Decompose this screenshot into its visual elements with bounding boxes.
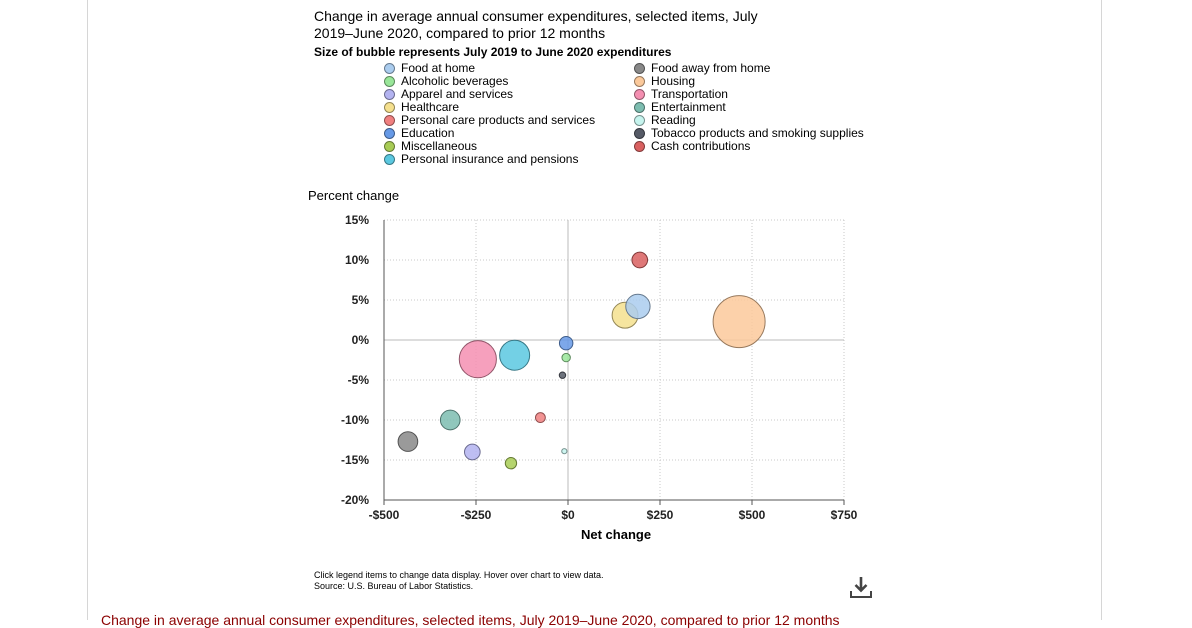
x-tick-label: $750 xyxy=(831,508,858,522)
legend-label: Education xyxy=(401,126,455,140)
legend-swatch xyxy=(384,128,395,139)
legend-swatch xyxy=(634,102,645,113)
x-tick-label: $250 xyxy=(647,508,674,522)
legend-swatch xyxy=(384,102,395,113)
bubble-personal-care-products-and-services[interactable] xyxy=(534,412,546,424)
x-tick-label: -$500 xyxy=(369,508,400,522)
legend-swatch xyxy=(634,76,645,87)
legend-label: Miscellaneous xyxy=(401,139,478,153)
legend-item-tobacco-products-and-smoking-supplies[interactable]: Tobacco products and smoking supplies xyxy=(634,127,864,140)
bubble-housing[interactable] xyxy=(712,295,766,349)
bubble-personal-insurance-and-pensions[interactable] xyxy=(499,339,531,371)
legend-item-apparel-and-services[interactable]: Apparel and services xyxy=(384,88,595,101)
legend-swatch xyxy=(384,154,395,165)
bubble-apparel-and-services[interactable] xyxy=(463,443,481,461)
legend-swatch xyxy=(384,63,395,74)
legend-label: Entertainment xyxy=(651,100,726,114)
legend-item-entertainment[interactable]: Entertainment xyxy=(634,101,864,114)
legend-item-healthcare[interactable]: Healthcare xyxy=(384,101,595,114)
legend-item-reading[interactable]: Reading xyxy=(634,114,864,127)
legend-swatch xyxy=(384,89,395,100)
legend-swatch xyxy=(634,115,645,126)
instruction-note: Click legend items to change data displa… xyxy=(314,570,604,580)
legend-swatch xyxy=(634,128,645,139)
chart-notes: Click legend items to change data displa… xyxy=(314,570,603,592)
frame-border-left xyxy=(87,0,88,620)
x-tick-label: -$250 xyxy=(461,508,492,522)
legend-label: Tobacco products and smoking supplies xyxy=(651,126,864,140)
legend-item-food-at-home[interactable]: Food at home xyxy=(384,62,595,75)
legend-swatch xyxy=(384,115,395,126)
x-tick-label: $0 xyxy=(561,508,575,522)
bubble-miscellaneous[interactable] xyxy=(504,457,518,470)
y-tick-label: 10% xyxy=(345,253,369,267)
legend-label: Apparel and services xyxy=(401,87,514,101)
legend-item-alcoholic-beverages[interactable]: Alcoholic beverages xyxy=(384,75,595,88)
y-tick-label: 0% xyxy=(352,333,370,347)
legend-right-column: Food away from home Housing Transportation… xyxy=(634,62,864,153)
y-tick-label: -10% xyxy=(341,413,369,427)
legend-item-miscellaneous[interactable]: Miscellaneous xyxy=(384,140,595,153)
legend-label: Reading xyxy=(651,113,696,127)
bubble-reading[interactable] xyxy=(561,448,568,455)
bubble-food-away-from-home[interactable] xyxy=(397,431,419,452)
legend-swatch xyxy=(384,141,395,152)
legend-label: Food away from home xyxy=(651,61,771,75)
x-tick-label: $500 xyxy=(739,508,766,522)
chart-subtitle: Size of bubble represents July 2019 to J… xyxy=(314,45,672,59)
bubble-healthcare[interactable] xyxy=(611,301,639,329)
legend-item-cash-contributions[interactable]: Cash contributions xyxy=(634,140,864,153)
y-axis-title: Percent change xyxy=(308,188,400,203)
x-axis-title: Net change xyxy=(581,527,652,542)
bubble-tobacco-products-and-smoking-supplies[interactable] xyxy=(558,371,567,379)
bubble-alcoholic-beverages[interactable] xyxy=(561,352,571,363)
legend-swatch xyxy=(634,89,645,100)
y-tick-label: -15% xyxy=(341,453,369,467)
bubble-education[interactable] xyxy=(558,335,574,351)
legend-item-housing[interactable]: Housing xyxy=(634,75,864,88)
bubble-transportation[interactable] xyxy=(458,340,497,379)
legend-label: Personal insurance and pensions xyxy=(401,152,579,166)
y-tick-label: 15% xyxy=(345,213,369,227)
y-tick-label: -5% xyxy=(348,373,370,387)
legend-item-personal-insurance-and-pensions[interactable]: Personal insurance and pensions xyxy=(384,153,595,166)
legend-left-column: Food at home Alcoholic beverages Apparel a… xyxy=(384,62,595,166)
bubble-entertainment[interactable] xyxy=(439,409,461,431)
legend-item-personal-care-products-and-services[interactable]: Personal care products and services xyxy=(384,114,595,127)
legend-label: Transportation xyxy=(651,87,728,101)
legend-swatch xyxy=(634,141,645,152)
legend-label: Food at home xyxy=(401,61,476,75)
y-tick-label: -20% xyxy=(341,493,369,507)
chart-title: Change in average annual consumer expend… xyxy=(314,8,758,41)
legend-swatch xyxy=(384,76,395,87)
legend-label: Healthcare xyxy=(401,100,460,114)
bubble-food-at-home[interactable] xyxy=(625,293,651,320)
legend-item-education[interactable]: Education xyxy=(384,127,595,140)
legend-label: Housing xyxy=(651,74,696,88)
bubble-cash-contributions[interactable] xyxy=(631,251,649,269)
frame-border-right xyxy=(1101,0,1102,620)
y-tick-label: 5% xyxy=(352,293,370,307)
bottom-heading[interactable]: Change in average annual consumer expend… xyxy=(101,612,840,628)
legend-item-food-away-from-home[interactable]: Food away from home xyxy=(634,62,864,75)
legend-swatch xyxy=(634,63,645,74)
legend-item-transportation[interactable]: Transportation xyxy=(634,88,864,101)
legend-label: Alcoholic beverages xyxy=(401,74,509,88)
legend-label: Personal care products and services xyxy=(401,113,596,127)
source-note: Source: U.S. Bureau of Labor Statistics. xyxy=(314,581,474,591)
legend-label: Cash contributions xyxy=(651,139,751,153)
download-icon[interactable] xyxy=(848,574,874,600)
